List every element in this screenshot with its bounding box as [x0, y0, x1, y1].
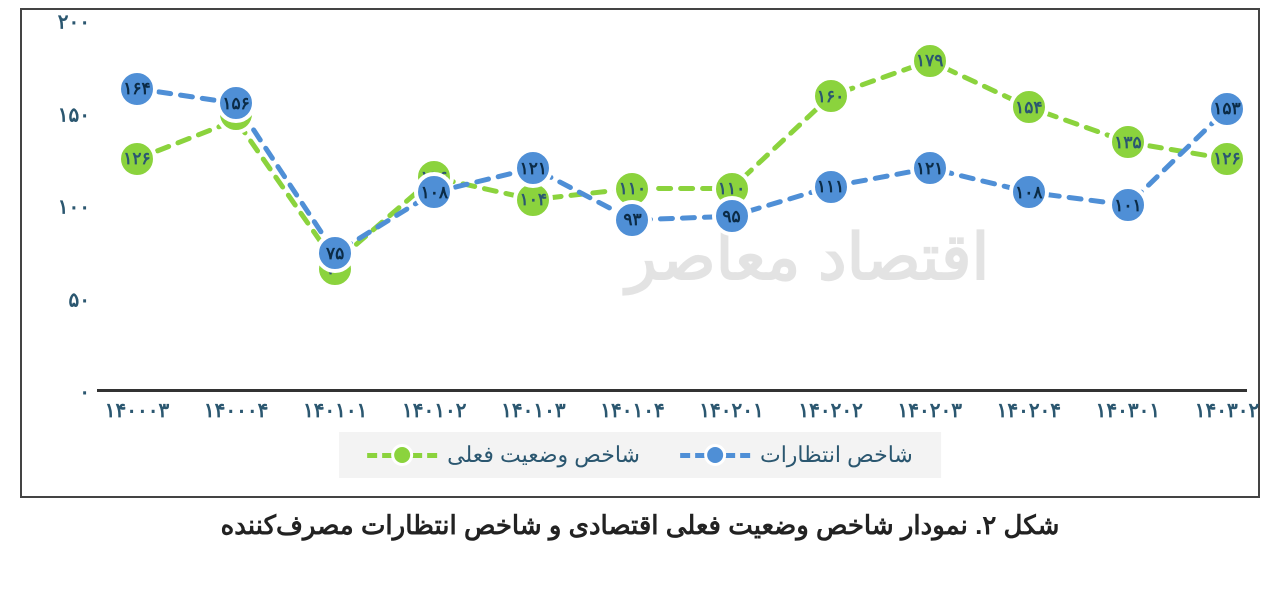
data-point-label: ۱۳۵ — [1114, 134, 1141, 151]
data-point-expect: ۱۲۱ — [910, 148, 950, 188]
data-point-current: ۱۷۹ — [910, 41, 950, 81]
legend-label: شاخص انتظارات — [760, 442, 913, 468]
x-tick-label: ۱۴۰۱۰۱ — [303, 398, 367, 423]
data-point-label: ۹۳ — [623, 211, 641, 228]
data-point-label: ۱۰۸ — [421, 184, 448, 201]
data-point-expect: ۱۵۶ — [216, 83, 256, 123]
data-point-label: ۱۶۴ — [123, 80, 150, 97]
data-point-current: ۱۳۵ — [1108, 122, 1148, 162]
chart-frame: اقتصاد معاصر ۰۵۰۱۰۰۱۵۰۲۰۰۱۴۰۰۰۳۱۴۰۰۰۴۱۴۰… — [20, 8, 1260, 498]
series-line-expect — [137, 89, 1227, 254]
data-point-current: ۱۲۶ — [1207, 139, 1247, 179]
data-point-expect: ۹۳ — [612, 200, 652, 240]
data-point-label: ۱۰۴ — [520, 191, 547, 208]
data-point-label: ۱۱۰ — [718, 180, 745, 197]
data-point-label: ۱۵۴ — [1015, 99, 1042, 116]
y-tick-label: ۱۵۰ — [42, 102, 90, 127]
data-point-current: ۱۵۴ — [1009, 87, 1049, 127]
x-tick-label: ۱۴۰۲۰۱ — [699, 398, 763, 423]
data-point-expect: ۱۰۱ — [1108, 185, 1148, 225]
x-tick-label: ۱۴۰۲۰۲ — [798, 398, 862, 423]
x-tick-label: ۱۴۰۱۰۲ — [402, 398, 466, 423]
data-point-expect: ۹۵ — [712, 196, 752, 236]
x-tick-label: ۱۴۰۲۰۳ — [897, 398, 961, 423]
data-point-label: ۱۲۱ — [520, 160, 547, 177]
data-point-label: ۱۷۹ — [916, 52, 943, 69]
legend-swatch-current — [367, 443, 437, 467]
data-point-label: ۷۵ — [326, 245, 344, 262]
data-point-current: ۱۲۶ — [117, 139, 157, 179]
x-tick-label: ۱۴۰۲۰۴ — [997, 398, 1061, 423]
data-point-label: ۱۵۶ — [222, 95, 249, 112]
x-tick-label: ۱۴۰۳۰۲ — [1195, 398, 1259, 423]
x-tick-label: ۱۴۰۰۰۴ — [204, 398, 268, 423]
data-point-label: ۱۰۱ — [1114, 197, 1141, 214]
data-point-current: ۱۶۰ — [811, 76, 851, 116]
figure-caption: شکل ۲. نمودار شاخص وضعیت فعلی اقتصادی و … — [0, 510, 1280, 541]
y-tick-label: ۱۰۰ — [42, 195, 90, 220]
legend-label: شاخص وضعیت فعلی — [447, 442, 640, 468]
chart-lines — [97, 22, 1247, 392]
data-point-expect: ۱۰۸ — [1009, 172, 1049, 212]
y-tick-label: ۲۰۰ — [42, 10, 90, 35]
series-line-current — [137, 61, 1227, 263]
data-point-label: ۱۱۱ — [817, 178, 844, 195]
caption-text: شکل ۲. نمودار شاخص وضعیت فعلی اقتصادی و … — [221, 510, 1060, 540]
data-point-label: ۱۲۱ — [916, 160, 943, 177]
legend-swatch-expect — [680, 443, 750, 467]
data-point-expect: ۷۵ — [315, 233, 355, 273]
data-point-expect: ۱۱۱ — [811, 167, 851, 207]
plot-area: اقتصاد معاصر ۰۵۰۱۰۰۱۵۰۲۰۰۱۴۰۰۰۳۱۴۰۰۰۴۱۴۰… — [97, 22, 1247, 392]
x-tick-label: ۱۴۰۱۰۴ — [600, 398, 664, 423]
y-tick-label: ۵۰ — [42, 287, 90, 312]
data-point-label: ۱۵۳ — [1213, 100, 1240, 117]
data-point-label: ۱۰۸ — [1015, 184, 1042, 201]
legend: شاخص وضعیت فعلی شاخص انتظارات — [339, 432, 941, 478]
x-tick-label: ۱۴۰۱۰۳ — [501, 398, 565, 423]
data-point-expect: ۱۵۳ — [1207, 89, 1247, 129]
legend-item-current: شاخص وضعیت فعلی — [367, 442, 640, 468]
x-axis-line — [97, 389, 1247, 392]
data-point-label: ۹۵ — [722, 208, 740, 225]
data-point-label: ۱۲۶ — [123, 150, 150, 167]
x-tick-label: ۱۴۰۳۰۱ — [1096, 398, 1160, 423]
x-tick-label: ۱۴۰۰۰۳ — [105, 398, 169, 423]
data-point-expect: ۱۲۱ — [513, 148, 553, 188]
data-point-expect: ۱۰۸ — [414, 172, 454, 212]
legend-item-expect: شاخص انتظارات — [680, 442, 913, 468]
data-point-expect: ۱۶۴ — [117, 69, 157, 109]
data-point-label: ۱۲۶ — [1213, 150, 1240, 167]
data-point-label: ۱۱۰ — [619, 180, 646, 197]
page: اقتصاد معاصر ۰۵۰۱۰۰۱۵۰۲۰۰۱۴۰۰۰۳۱۴۰۰۰۴۱۴۰… — [0, 0, 1280, 599]
data-point-label: ۱۶۰ — [817, 88, 844, 105]
y-tick-label: ۰ — [42, 380, 90, 405]
